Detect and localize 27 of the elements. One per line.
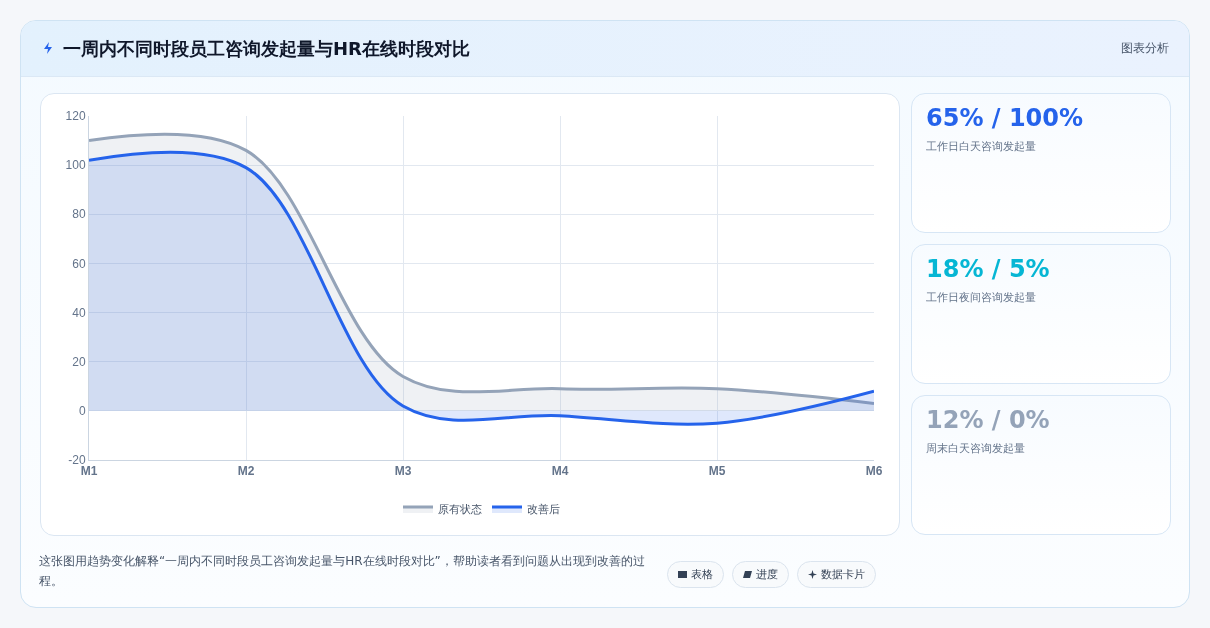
x-tick-label: M4 [551,464,569,479]
text: 进度 [756,567,778,582]
x-tick-label: M2 [237,464,255,479]
legend-label: 原有状态 [438,503,482,516]
y-tick-label: 20 [72,354,86,369]
x-tick-label: M5 [708,464,726,479]
y-tick-label: 100 [65,158,86,173]
x-tick-label: M1 [80,464,98,479]
text: 周末白天咨询发起量 [926,441,1025,456]
text: 图表分析 [1121,40,1169,57]
text: 这张图用趋势变化解释“一周内不同时段员工咨询发起量与HR在线时段对比”，帮助读者看到问题从出现到改善的过程。 [39,553,646,590]
text: 工作日夜间咨询发起量 [926,290,1036,305]
text: 18% / 5% [926,255,1050,283]
text: 工作日白天咨询发起量 [926,139,1036,154]
y-tick-label: 0 [78,404,86,419]
y-tick-label: 40 [72,305,86,320]
text: 65% / 100% [926,104,1084,132]
x-tick-label: M3 [394,464,412,479]
x-tick-label: M6 [865,464,883,479]
text: 数据卡片 [821,567,865,582]
text: 12% / 0% [926,406,1050,434]
chart-title: 一周内不同时段员工咨询发起量与HR在线时段对比 [63,37,470,61]
y-tick-label: 80 [72,207,86,222]
y-tick-label: 60 [72,256,86,271]
y-tick-label: 120 [65,109,86,124]
text: 表格 [691,567,713,582]
legend-label: 改善后 [527,503,560,516]
